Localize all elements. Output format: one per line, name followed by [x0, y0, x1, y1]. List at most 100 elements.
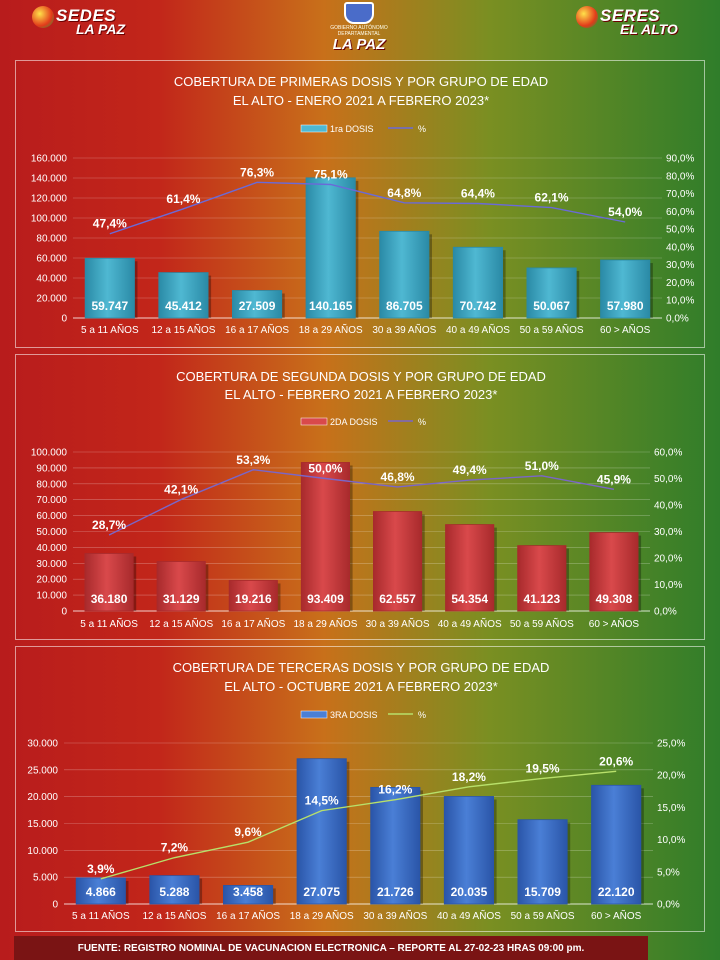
y2-tick-label: 20,0% [666, 278, 694, 289]
percent-label: 16,2% [378, 783, 412, 797]
bar [296, 758, 347, 905]
y2-tick-label: 60,0% [654, 448, 682, 459]
chart-second-dose: COBERTURA DE SEGUNDA DOSIS Y POR GRUPO D… [31, 369, 683, 630]
y2-tick-label: 30,0% [654, 527, 682, 538]
bar-value-label: 15.709 [524, 885, 561, 899]
y-tick-label: 10.000 [36, 591, 67, 602]
bar [84, 257, 135, 319]
chart-title: COBERTURA DE TERCERAS DOSIS Y POR GRUPO … [173, 660, 550, 675]
center-logo-line1: GOBIERNO AUTÓNOMO DEPARTAMENTAL [330, 25, 388, 37]
legend-bar-label: 3RA DOSIS [330, 710, 378, 720]
bar [228, 580, 278, 612]
legend-line-label: % [418, 710, 426, 720]
chart-title: COBERTURA DE SEGUNDA DOSIS Y POR GRUPO D… [176, 369, 546, 384]
y-tick-label: 80.000 [36, 234, 67, 245]
category-label: 18 a 29 AÑOS [299, 323, 363, 336]
y-tick-label: 5.000 [33, 873, 58, 884]
bar [370, 787, 421, 905]
bar [517, 545, 567, 612]
y-tick-label: 30.000 [27, 739, 58, 750]
percent-label: 19,5% [526, 761, 560, 775]
percent-line [100, 770, 617, 880]
bar [517, 819, 568, 905]
seres-logo-line1: SERES [600, 6, 661, 25]
bar-value-label: 59.747 [91, 299, 128, 313]
category-label: 60 > AÑOS [591, 909, 642, 922]
legend-bar-swatch [300, 124, 328, 133]
percent-label: 3,9% [87, 862, 115, 876]
category-label: 40 a 49 AÑOS [437, 909, 501, 922]
bar-value-label: 86.705 [386, 299, 423, 313]
y-tick-label: 40.000 [36, 274, 67, 285]
percent-label: 20,6% [599, 754, 633, 768]
percent-label: 49,4% [453, 463, 487, 477]
percent-label: 47,4% [93, 217, 127, 231]
bar [600, 259, 651, 319]
legend-line-label: % [418, 417, 426, 427]
chart-subtitle: EL ALTO - ENERO 2021 A FEBRERO 2023* [233, 93, 489, 108]
sedes-logo-icon [32, 6, 54, 28]
coat-of-arms-icon [344, 2, 374, 24]
y-tick-label: 20.000 [36, 575, 67, 586]
y2-tick-label: 40,0% [654, 501, 682, 512]
chart-subtitle: EL ALTO - OCTUBRE 2021 A FEBRERO 2023* [224, 679, 498, 694]
category-label: 5 a 11 AÑOS [72, 909, 130, 922]
percent-label: 64,8% [387, 186, 421, 200]
seres-el-alto-logo: SERES EL ALTO [576, 4, 706, 40]
chart-first-dose: COBERTURA DE PRIMERAS DOSIS Y POR GRUPO … [31, 74, 695, 336]
bar [526, 267, 577, 319]
category-label: 5 a 11 AÑOS [80, 617, 138, 630]
bar [222, 885, 274, 905]
y2-tick-label: 70,0% [666, 189, 694, 200]
category-label: 50 a 59 AÑOS [520, 323, 584, 336]
legend-bar-swatch [300, 710, 328, 719]
percent-label: 50,0% [308, 462, 342, 476]
percent-label: 54,0% [608, 205, 642, 219]
y-tick-label: 100.000 [31, 448, 68, 459]
percent-label: 51,0% [525, 459, 559, 473]
bar [158, 272, 209, 319]
y2-tick-label: 10,0% [654, 580, 682, 591]
percent-label: 9,6% [234, 825, 262, 839]
bar [452, 246, 504, 319]
y-tick-label: 60.000 [36, 254, 67, 265]
category-label: 18 a 29 AÑOS [290, 909, 354, 922]
sedes-logo-line1: SEDES [56, 6, 117, 25]
bar-value-label: 41.123 [523, 592, 560, 606]
percent-line [109, 181, 626, 235]
bar-value-label: 140.165 [309, 299, 353, 313]
y-tick-label: 25.000 [27, 765, 58, 776]
y-tick-label: 40.000 [36, 543, 67, 554]
sedes-la-paz-logo: SEDES LA PAZ [32, 4, 162, 40]
category-label: 30 a 39 AÑOS [372, 323, 436, 336]
bar-value-label: 19.216 [235, 592, 272, 606]
bar-value-label: 45.412 [165, 299, 202, 313]
bar-value-label: 5.288 [159, 885, 189, 899]
y-tick-label: 15.000 [27, 819, 58, 830]
y-tick-label: 160.000 [31, 154, 68, 165]
category-label: 12 a 15 AÑOS [149, 617, 213, 630]
seres-logo-line2: EL ALTO [620, 21, 678, 37]
percent-label: 7,2% [161, 841, 189, 855]
y-tick-label: 100.000 [31, 214, 68, 225]
legend-bar-label: 2DA DOSIS [330, 417, 378, 427]
bar [445, 524, 495, 612]
y2-tick-label: 60,0% [666, 207, 694, 218]
y-tick-label: 20.000 [27, 792, 58, 803]
bar [591, 784, 642, 905]
percent-label: 62,1% [535, 191, 569, 205]
chart-third-dose: COBERTURA DE TERCERAS DOSIS Y POR GRUPO … [27, 660, 685, 922]
y2-tick-label: 0,0% [654, 607, 677, 618]
chart-panel-first-dose: COBERTURA DE PRIMERAS DOSIS Y POR GRUPO … [15, 60, 705, 348]
y2-tick-label: 40,0% [666, 242, 694, 253]
y-tick-label: 20.000 [36, 294, 67, 305]
bar-value-label: 22.120 [598, 885, 635, 899]
y2-tick-label: 90,0% [666, 154, 694, 165]
bar [300, 462, 350, 612]
bar [156, 561, 206, 612]
bar-value-label: 62.557 [379, 592, 416, 606]
category-label: 18 a 29 AÑOS [293, 617, 357, 630]
y2-tick-label: 30,0% [666, 260, 694, 271]
legend-bar-swatch [300, 417, 328, 426]
y-tick-label: 10.000 [27, 846, 58, 857]
